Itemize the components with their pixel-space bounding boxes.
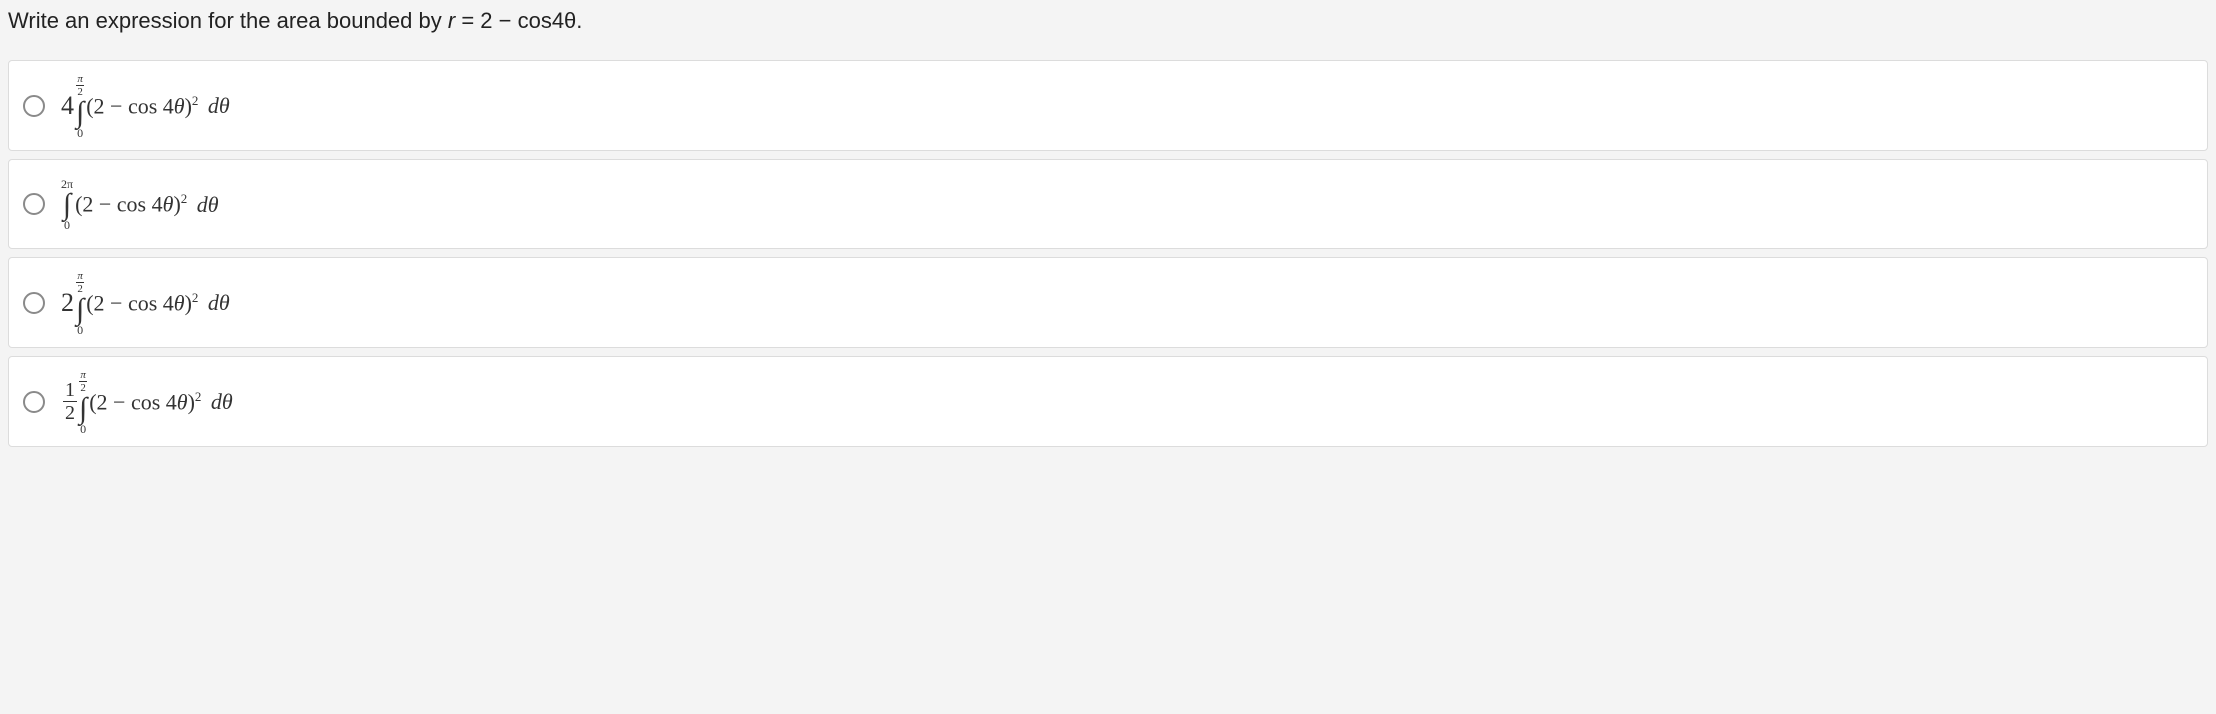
answer-option[interactable]: 4π2∫0(2 − cos 4θ)2 dθ: [8, 60, 2208, 151]
integrand: (2 − cos 4θ)2 dθ: [86, 291, 230, 314]
option-expression: 4π2∫0(2 − cos 4θ)2 dθ: [61, 71, 230, 140]
option-expression: 2π2∫0(2 − cos 4θ)2 dθ: [61, 268, 230, 337]
answer-option[interactable]: 2π2∫0(2 − cos 4θ)2 dθ: [8, 257, 2208, 348]
upper-limit: π2: [79, 367, 87, 395]
option-expression: 2π∫0(2 − cos 4θ)2 dθ: [61, 177, 219, 232]
answer-option[interactable]: 12π2∫0(2 − cos 4θ)2 dθ: [8, 356, 2208, 447]
lower-limit: 0: [77, 323, 83, 337]
quiz-container: Write an expression for the area bounded…: [0, 0, 2216, 467]
option-expression: 12π2∫0(2 − cos 4θ)2 dθ: [61, 367, 233, 436]
coefficient-fraction: 12: [63, 380, 77, 423]
integral-symbol: ∫: [76, 99, 84, 126]
options-list: 4π2∫0(2 − cos 4θ)2 dθ2π∫0(2 − cos 4θ)2 d…: [8, 60, 2208, 447]
integral: π2∫0: [76, 268, 84, 337]
radio-button[interactable]: [23, 193, 45, 215]
question-prefix: Write an expression for the area bounded…: [8, 8, 448, 33]
question-text: Write an expression for the area bounded…: [8, 4, 2208, 52]
coefficient: 2: [61, 290, 74, 316]
integrand: (2 − cos 4θ)2 dθ: [75, 192, 219, 215]
integral-symbol: ∫: [63, 191, 71, 218]
answer-option[interactable]: 2π∫0(2 − cos 4θ)2 dθ: [8, 159, 2208, 249]
integral-symbol: ∫: [79, 395, 87, 422]
upper-limit: π2: [76, 268, 84, 296]
integrand: (2 − cos 4θ)2 dθ: [86, 94, 230, 117]
integral: π2∫0: [76, 71, 84, 140]
lower-limit: 0: [77, 126, 83, 140]
radio-button[interactable]: [23, 95, 45, 117]
coefficient: 4: [61, 93, 74, 119]
question-equation: = 2 − cos4θ.: [455, 8, 582, 33]
lower-limit: 0: [64, 218, 70, 232]
radio-button[interactable]: [23, 391, 45, 413]
upper-limit: π2: [76, 71, 84, 99]
integral-symbol: ∫: [76, 296, 84, 323]
integral: 2π∫0: [61, 177, 73, 232]
integrand: (2 − cos 4θ)2 dθ: [89, 390, 233, 413]
lower-limit: 0: [80, 422, 86, 436]
integral: π2∫0: [79, 367, 87, 436]
radio-button[interactable]: [23, 292, 45, 314]
